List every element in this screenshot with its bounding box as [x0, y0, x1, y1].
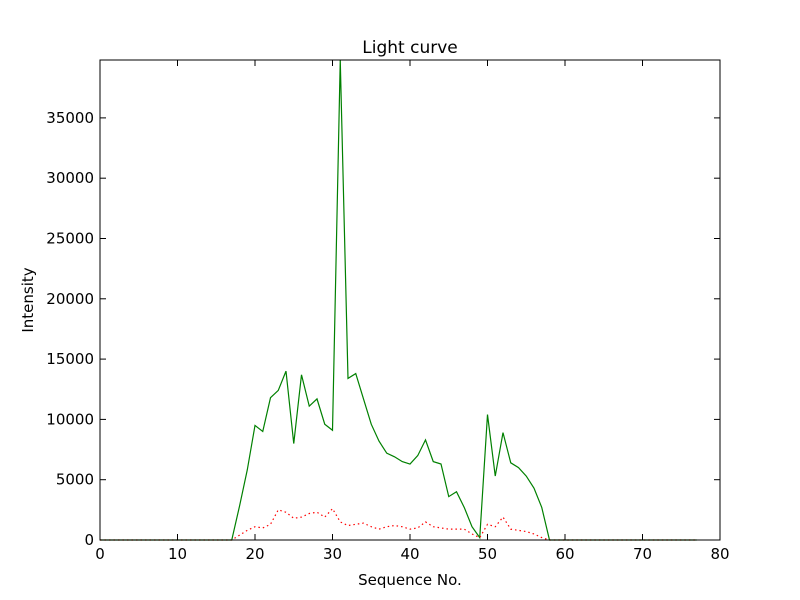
y-tick-label: 15000: [46, 350, 94, 368]
chart-title: Light curve: [362, 38, 457, 58]
x-tick-label: 30: [323, 545, 342, 563]
x-tick-label: 10: [168, 545, 187, 563]
x-tick-label: 0: [95, 545, 105, 563]
x-axis-label: Sequence No.: [358, 571, 462, 589]
x-tick-label: 70: [633, 545, 652, 563]
y-tick-label: 30000: [46, 169, 94, 187]
plot-frame: [99, 59, 721, 541]
ticks-layer: 0 10 20 30 40 50 60 70 80 0 5000 10000 15000 20000 250…: [46, 60, 730, 563]
y-tick-label: 35000: [46, 109, 94, 127]
y-axis-label: Intensity: [19, 267, 37, 332]
x-tick-label: 60: [555, 545, 574, 563]
y-tick-label: 20000: [46, 290, 94, 308]
y-tick-label: 25000: [46, 229, 94, 247]
x-tick-label: 20: [245, 545, 264, 563]
x-tick-label: 40: [400, 545, 419, 563]
x-tick-label: 80: [710, 545, 729, 563]
y-tick-label: 10000: [46, 410, 94, 428]
x-tick-label: 50: [478, 545, 497, 563]
y-tick-label: 5000: [56, 471, 94, 489]
y-tick-label: 0: [84, 531, 94, 549]
